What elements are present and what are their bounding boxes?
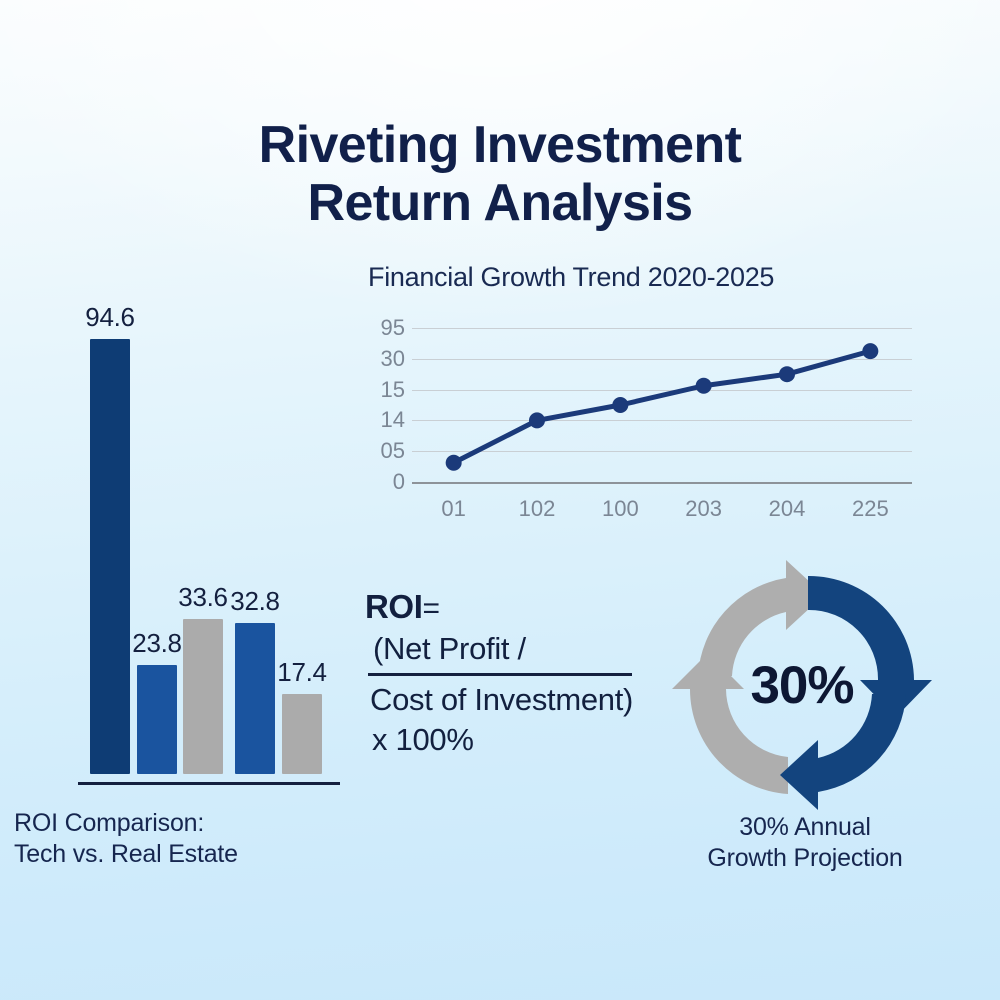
bar-rect [235,623,275,774]
roi-formula-lead: ROI= [365,588,655,626]
bar-column: 23.8 [132,628,182,774]
gridline [412,389,912,391]
x-axis-tick-label: 100 [601,496,639,521]
line-chart-title: Financial Growth Trend 2020-2025 [368,262,775,292]
bar-column: 33.6 [178,582,228,774]
line-data-point [612,397,629,413]
bar-column: 32.8 [230,586,280,774]
cycle-arrow-primary [808,575,932,717]
roi-bar-chart: 94.6 23.8 33.6 32.8 17.4 [70,300,360,800]
bar-caption-line-1: ROI Comparison: [14,809,205,837]
line-data-point [529,412,545,429]
bar-plot-area: 94.6 23.8 33.6 32.8 17.4 [70,300,360,790]
cycle-arrow-secondary [672,653,788,794]
page-title: Riveting Investment Return Analysis [0,116,1000,232]
roi-equals-sign: = [422,592,440,625]
x-axis-tick-label: 204 [768,496,806,521]
growth-line-chart: Financial Growth Trend 2020-2025 95 30 15 1… [355,262,925,552]
gridline [412,358,912,360]
cycle-caption-line-1: 30% Annual [739,813,871,841]
x-axis-tick-label: 102 [518,496,556,521]
y-axis-tick-label: 15 [380,376,405,402]
bar-value-label: 32.8 [230,586,280,616]
x-axis-tick-label: 01 [441,496,466,521]
cycle-caption-line-2: Growth Projection [707,844,903,872]
line-data-point [862,343,879,360]
y-axis-tick-label: 05 [380,438,405,464]
roi-numerator: (Net Profit / [373,631,526,666]
roi-denominator: Cost of Investment) [370,682,634,717]
bar-column: 94.6 [85,302,135,774]
bar-chart-baseline [78,782,340,785]
bar-column: 17.4 [277,657,327,774]
y-axis-tick-label: 95 [380,315,405,340]
roi-multiplier: x 100% [372,722,474,757]
x-axis-line [412,482,912,484]
bar-rect [90,339,130,774]
line-data-point [695,377,712,394]
bar-rect [183,619,223,774]
line-data-point [779,366,795,383]
cycle-arrows-icon [672,560,932,810]
x-axis-tick-label: 203 [685,496,723,521]
growth-cycle-diagram: 30% [668,556,936,814]
cycle-caption: 30% Annual Growth Projection [645,812,965,874]
bar-rect [137,665,177,774]
gridline [412,328,912,329]
x-axis-tick-label: 225 [851,496,889,521]
bar-value-label: 17.4 [277,657,327,687]
y-axis-tick-label: 30 [380,345,405,371]
page-title-line-1: Riveting Investment [258,116,742,174]
cycle-arrow-primary-bottom [780,694,906,810]
line-plot-area: 95 30 15 14 05 0 01 102 100 203 204 225 [355,310,925,552]
line-path [451,348,873,466]
gridline [412,451,912,453]
bar-rect [282,694,322,774]
bar-value-label: 94.6 [85,302,135,332]
roi-formula: ROI= (Net Profit / Cost of Investment) x… [365,588,655,758]
y-axis-tick-label: 14 [380,407,405,433]
line-series-growth [445,343,879,471]
page-title-line-2: Return Analysis [307,174,694,232]
roi-label: ROI [365,588,423,625]
y-axis-tick-label: 0 [392,469,405,494]
roi-fraction-bar [368,673,632,676]
bar-value-label: 33.6 [178,582,228,612]
cycle-arrow-secondary-top [698,560,824,676]
bar-chart-caption: ROI Comparison: Tech vs. Real Estate [14,808,344,870]
bar-value-label: 23.8 [132,628,182,658]
bar-caption-line-2: Tech vs. Real Estate [14,840,238,868]
line-data-point [445,454,462,471]
gridline [412,420,912,422]
